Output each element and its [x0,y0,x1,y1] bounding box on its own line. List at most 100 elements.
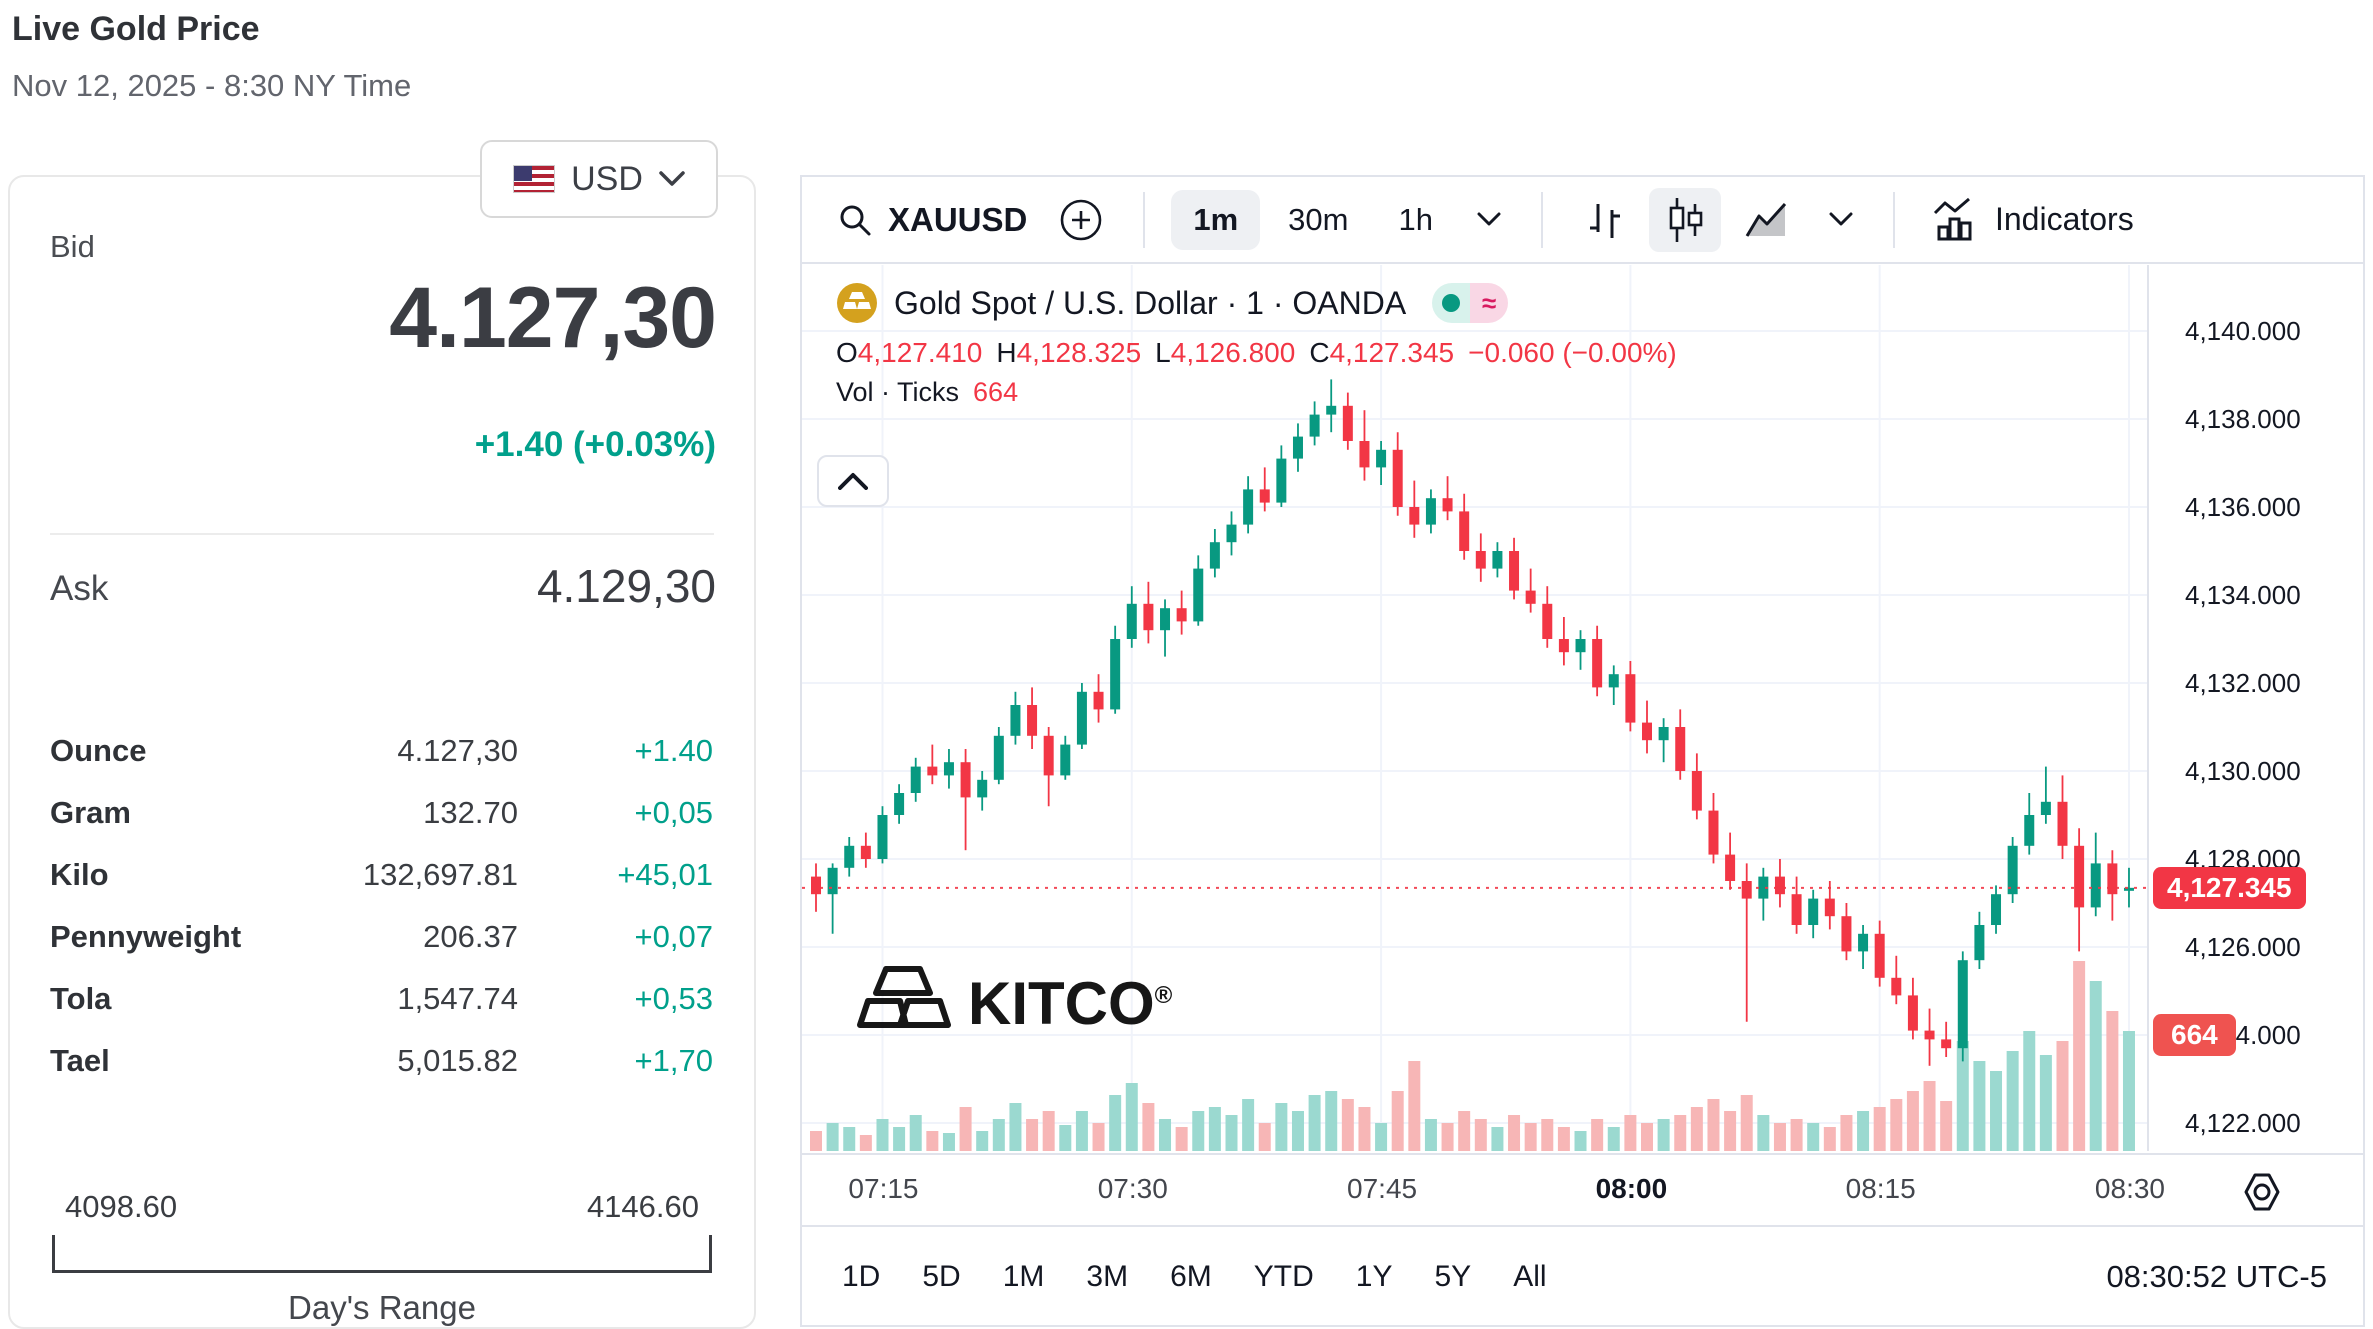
interval-button-1h[interactable]: 1h [1376,190,1454,250]
days-range-bracket [52,1235,712,1273]
gold-quote-card: Bid 4.127,30 +1.40 (+0.03%) Ask 4.129,30… [8,175,756,1329]
toolbar-separator [1143,191,1146,248]
registered-mark: ® [1154,982,1173,1009]
toolbar-separator [1540,191,1543,248]
bid-label: Bid [50,229,95,264]
unit-value: 4.127,30 [397,733,518,768]
price-tick-4132: 4,132.000 [2185,668,2301,698]
chart-plot-area[interactable]: Gold Spot / U.S. Dollar · 1 · OANDA ≈ O4… [802,265,2149,1151]
open-label: O [836,337,858,368]
unit-value: 1,547.74 [397,981,518,1016]
unit-row-ounce: Ounce 4.127,30 +1.40 [10,719,754,781]
chart-panel: XAUUSD 1m 30m 1h [800,175,2365,1327]
tick-volume-badge: 664 [2153,1014,2236,1056]
low-value: 4,126.800 [1170,337,1296,368]
time-tick-0815: 08:15 [1845,1173,1916,1204]
range-button-5y[interactable]: 5Y [1430,1252,1475,1302]
unit-label: Kilo [50,857,109,892]
symbol-search-button[interactable]: XAUUSD [828,193,1037,247]
indicators-button[interactable]: Indicators [1921,189,2144,251]
compare-add-button[interactable] [1045,190,1117,250]
timezone-settings-icon[interactable] [2239,1169,2285,1215]
range-button-5d[interactable]: 5D [918,1252,964,1302]
unit-row-gram: Gram 132.70 +0,05 [10,781,754,843]
unit-change: +1.40 [634,733,713,768]
unit-row-kilo: Kilo 132,697.81 +45,01 [10,843,754,905]
area-chart-icon [1745,202,1787,237]
range-button-6m[interactable]: 6M [1166,1252,1216,1302]
unit-value: 132,697.81 [362,857,518,892]
open-value: 4,127.410 [857,337,983,368]
interval-group: 1m 30m 1h [1171,189,1455,250]
high-value: 4,128.325 [1016,337,1142,368]
bars-chart-icon [1589,203,1620,238]
price-tick-4140: 4,140.000 [2185,316,2301,346]
chevron-up-icon [838,473,868,490]
ask-price: 4.129,30 [536,560,716,612]
days-range-label: Day's Range [288,1289,476,1326]
price-tick-4130: 4,130.000 [2185,756,2301,786]
candlestick-chart [802,265,2147,1151]
symbol-title[interactable]: Gold Spot / U.S. Dollar · 1 · OANDA [894,284,1407,321]
candles-style-button[interactable] [1648,187,1721,252]
days-range-low: 4098.60 [65,1189,178,1224]
volume-row: Vol · Ticks 664 [836,377,1677,408]
collapse-legend-button[interactable] [817,455,889,507]
unit-row-tola: Tola 1,547.74 +0,53 [10,967,754,1029]
price-tick-4138: 4,138.000 [2185,404,2301,434]
market-status-toggle[interactable]: ≈ [1432,283,1509,323]
time-tick-0745: 07:45 [1347,1173,1418,1204]
time-tick-0830: 08:30 [2094,1173,2166,1204]
days-range-high: 4146.60 [586,1189,699,1224]
symbol-name: XAUUSD [888,200,1028,238]
chevron-down-icon [1477,212,1501,226]
interval-button-1m[interactable]: 1m [1171,189,1261,250]
chevron-down-icon [1829,212,1853,226]
plus-circle-icon [1061,199,1102,240]
price-tick-4122: 4,122.000 [2185,1108,2301,1138]
approx-icon: ≈ [1470,283,1509,323]
change-value: −0.060 (−0.00%) [1468,337,1677,368]
candlestick-chart-icon [1669,197,1703,242]
range-button-1d[interactable]: 1D [838,1252,884,1302]
gold-symbol-icon [837,283,877,323]
range-button-ytd[interactable]: YTD [1250,1252,1318,1302]
range-button-all[interactable]: All [1509,1252,1550,1302]
low-label: L [1155,337,1171,368]
indicators-icon [1933,197,1972,240]
range-button-1y[interactable]: 1Y [1352,1252,1397,1302]
indicators-label: Indicators [1994,201,2134,237]
interval-button-30m[interactable]: 30m [1266,190,1370,250]
area-style-button[interactable] [1729,190,1807,250]
time-tick-0800: 08:00 [1595,1173,1668,1204]
time-axis[interactable]: 07:15 07:30 07:45 08:00 08:15 08:30 [802,1153,2363,1225]
range-button-3m[interactable]: 3M [1082,1252,1132,1302]
volume-label: Vol · Ticks [836,377,960,407]
page-title: Live Gold Price [12,10,260,48]
price-tick-4136: 4,136.000 [2185,492,2301,522]
unit-change: +0,07 [634,919,713,954]
kitco-logo-text: KITCO® [968,970,1173,1037]
tick-volume-value: 664 [973,377,1019,407]
unit-value: 206.37 [423,919,518,954]
range-button-1m[interactable]: 1M [999,1252,1049,1302]
market-open-dot-icon [1432,283,1471,323]
bid-change: +1.40 (+0.03%) [474,425,716,464]
currency-selector[interactable]: USD [480,140,718,218]
units-table: Ounce 4.127,30 +1.40 Gram 132.70 +0,05 Kilo 132… [10,719,754,1091]
interval-menu-button[interactable] [1463,204,1515,235]
kitco-goldbars-icon [857,966,951,1028]
style-menu-button[interactable] [1815,204,1867,235]
ask-label: Ask [50,569,109,608]
unit-change: +0,05 [634,795,713,830]
chevron-down-icon [659,171,685,186]
unit-label: Ounce [50,733,147,768]
chart-clock[interactable]: 08:30:52 UTC-5 [2106,1259,2327,1294]
toolbar-separator [1892,191,1895,248]
high-label: H [996,337,1017,368]
price-tick-4126: 4,126.000 [2185,932,2301,962]
price-axis[interactable]: 4,140.000 4,138.000 4,136.000 4,134.000 4,13… [2151,265,2365,1151]
bars-style-button[interactable] [1569,190,1641,250]
bid-price: 4.127,30 [389,270,717,366]
chart-bottom-toolbar: 1D 5D 1M 3M 6M YTD 1Y 5Y All 08:30:52 UTC-5 [802,1225,2363,1327]
